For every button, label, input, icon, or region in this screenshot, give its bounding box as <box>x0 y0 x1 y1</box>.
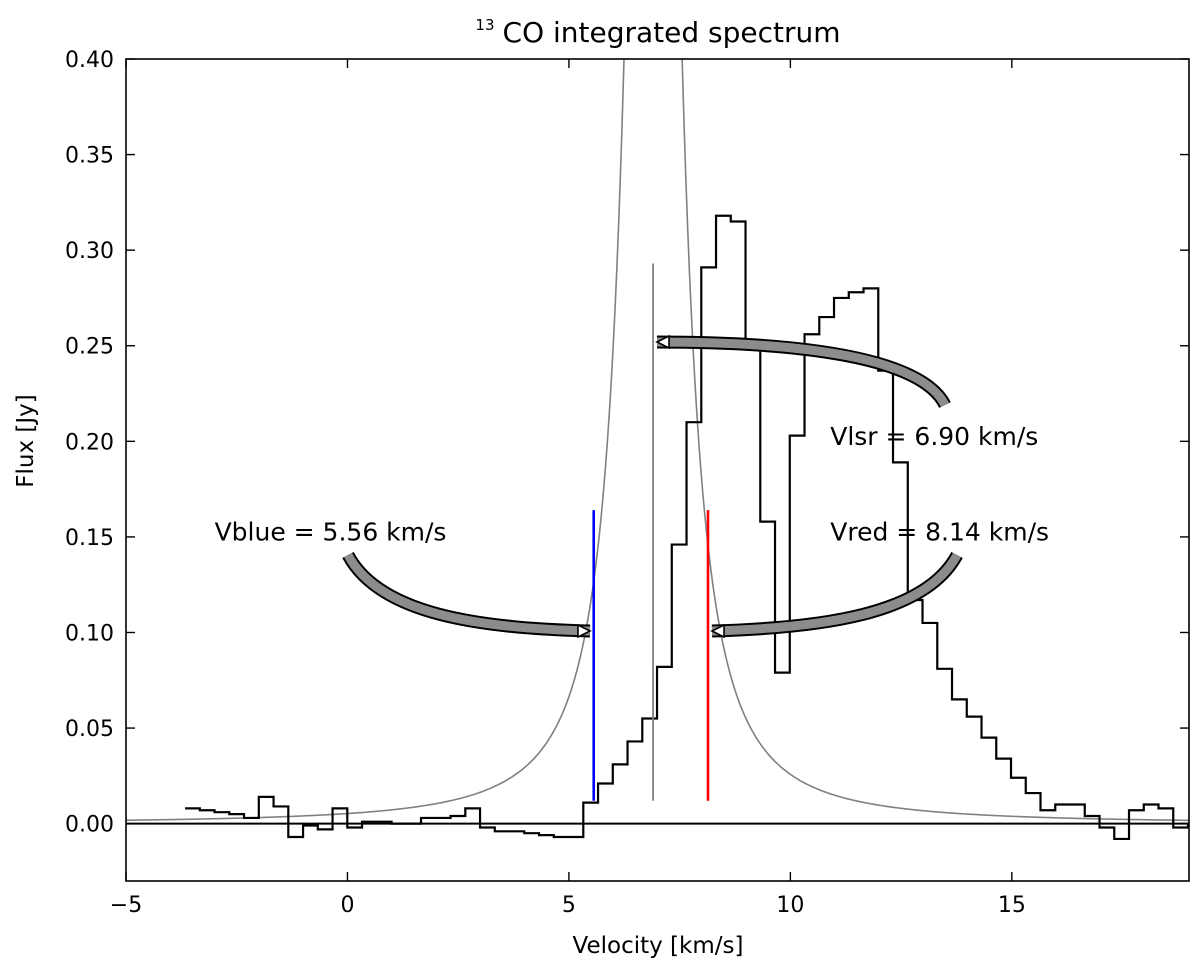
model-fit-line <box>126 59 1189 822</box>
y-tick-label: 0.15 <box>65 526 114 551</box>
plot-frame <box>125 58 1190 882</box>
x-tick-label: 15 <box>998 893 1026 918</box>
y-tick-label: 0.25 <box>65 335 114 360</box>
y-tick-label: 0.20 <box>65 430 114 455</box>
y-tick-label: 0.05 <box>65 717 114 742</box>
x-tick-label: −5 <box>110 893 142 918</box>
x-axis-label: Velocity [km/s] <box>573 933 744 959</box>
chart-title-superscript: 13 <box>475 16 494 34</box>
y-tick-label: 0.30 <box>65 239 114 264</box>
annotation-arrow-vred-shaft <box>711 552 961 636</box>
annotation-label-vblue: Vblue = 5.56 km/s <box>215 518 447 547</box>
annotations-group: Vblue = 5.56 km/s Vlsr = 6.90 km/s Vred = … <box>215 334 1049 639</box>
spectrum-step-line <box>185 214 1189 841</box>
ticks-group: −5 0 5 10 15 0.00 0.05 0.10 0.15 0.20 0.25 0.30 0.35… <box>65 48 1189 918</box>
annotation-arrow-vblue-head <box>577 623 592 639</box>
annotation-arrow-vred-head <box>710 623 725 639</box>
x-tick-label: 0 <box>340 893 354 918</box>
annotation-arrow-vblue-shaft <box>344 552 591 636</box>
annotation-label-vred: Vred = 8.14 km/s <box>830 518 1049 547</box>
plot-content <box>126 59 1189 841</box>
annotation-label-vlsr: Vlsr = 6.90 km/s <box>830 422 1038 451</box>
plot-area-group <box>125 58 1190 882</box>
y-tick-label: 0.35 <box>65 144 114 169</box>
x-tick-label: 10 <box>776 893 804 918</box>
annotation-arrow-vlsr-head <box>655 334 670 350</box>
y-tick-label: 0.00 <box>65 813 114 838</box>
y-tick-label: 0.40 <box>65 48 114 73</box>
chart-title: 13 CO integrated spectrum <box>475 16 840 49</box>
annotation-arrow-vlsr-shaft <box>656 337 950 408</box>
chart-title-main: CO integrated spectrum <box>503 16 841 49</box>
x-tick-label: 5 <box>562 893 576 918</box>
y-axis-label: Flux [Jy] <box>13 394 39 487</box>
y-tick-label: 0.10 <box>65 621 114 646</box>
